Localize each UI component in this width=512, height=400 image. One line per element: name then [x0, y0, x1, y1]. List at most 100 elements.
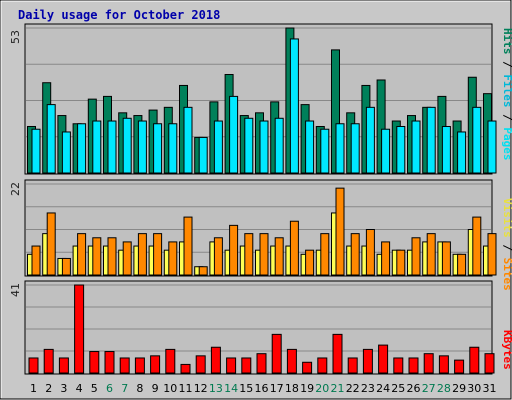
- x-label-day-18: 18: [285, 382, 299, 395]
- bar-kbytes-day-21: [332, 333, 343, 374]
- x-label-day-13: 13: [209, 382, 223, 395]
- bar-kbytes-day-30: [469, 346, 480, 374]
- bar-files-day-14: [229, 95, 239, 174]
- bar-files-day-31: [487, 120, 497, 174]
- bar-files-day-20: [320, 128, 330, 174]
- bar-kbytes-day-24: [378, 344, 389, 374]
- bar-kbytes-day-9: [150, 355, 161, 374]
- bar-files-day-7: [122, 117, 132, 174]
- x-label-day-25: 25: [391, 382, 405, 395]
- bar-kbytes-day-6: [104, 351, 115, 374]
- x-label-day-17: 17: [270, 382, 284, 395]
- bar-sites-day-6: [107, 237, 117, 276]
- x-label-day-15: 15: [239, 382, 253, 395]
- bar-sites-day-30: [472, 216, 482, 276]
- bar-sites-day-10: [168, 241, 178, 276]
- bar-kbytes-day-13: [210, 346, 221, 374]
- bar-sites-day-4: [77, 233, 87, 276]
- x-label-day-23: 23: [361, 382, 375, 395]
- x-label-day-9: 9: [152, 382, 159, 395]
- side-label-kbytes: KBytes: [501, 330, 512, 370]
- side-label-sites: Sites: [501, 258, 512, 291]
- bar-kbytes-day-8: [134, 357, 145, 374]
- bar-kbytes-day-12: [195, 355, 206, 374]
- bar-sites-day-9: [153, 233, 163, 276]
- x-label-day-19: 19: [300, 382, 314, 395]
- bar-files-day-4: [77, 123, 87, 174]
- bar-files-day-8: [137, 120, 147, 174]
- bar-sites-day-22: [350, 233, 360, 276]
- bar-files-day-18: [289, 38, 299, 174]
- x-label-day-20: 20: [315, 382, 329, 395]
- x-label-day-4: 4: [76, 382, 83, 395]
- x-label-day-12: 12: [194, 382, 208, 395]
- bar-sites-day-2: [46, 212, 56, 276]
- bar-sites-day-24: [381, 241, 391, 276]
- x-label-day-2: 2: [45, 382, 52, 395]
- bar-sites-day-1: [31, 245, 41, 276]
- bar-files-day-21: [335, 123, 345, 174]
- bar-kbytes-day-17: [271, 333, 282, 374]
- bar-sites-day-19: [305, 249, 315, 276]
- bar-files-day-12: [198, 136, 208, 174]
- ymax-label-kbytes-panel: 41: [9, 283, 22, 297]
- bar-sites-day-26: [411, 237, 421, 276]
- bar-sites-day-28: [441, 241, 451, 276]
- x-label-day-28: 28: [437, 382, 451, 395]
- bar-files-day-5: [92, 120, 102, 174]
- bar-sites-day-29: [457, 253, 467, 276]
- bar-files-day-9: [153, 123, 163, 174]
- bar-kbytes-day-23: [362, 348, 373, 374]
- bar-files-day-2: [46, 104, 56, 174]
- x-label-day-5: 5: [91, 382, 98, 395]
- side-label-hits: Hits: [501, 28, 512, 55]
- bar-sites-day-11: [183, 216, 193, 276]
- bar-sites-day-13: [213, 237, 223, 276]
- bar-sites-day-17: [274, 237, 284, 276]
- bar-files-day-24: [381, 128, 391, 174]
- bar-sites-day-16: [259, 233, 269, 276]
- bar-sites-day-15: [244, 233, 254, 276]
- bar-sites-day-21: [335, 187, 345, 276]
- x-label-day-31: 31: [483, 382, 497, 395]
- x-label-day-1: 1: [30, 382, 37, 395]
- x-label-day-11: 11: [179, 382, 193, 395]
- bar-files-day-15: [244, 117, 254, 174]
- bar-sites-day-27: [426, 233, 436, 276]
- x-label-day-14: 14: [224, 382, 238, 395]
- x-label-day-8: 8: [136, 382, 143, 395]
- bar-kbytes-day-19: [302, 361, 313, 374]
- bar-sites-day-3: [61, 257, 71, 276]
- bar-kbytes-day-31: [484, 353, 495, 374]
- x-label-day-26: 26: [407, 382, 421, 395]
- chart-title: Daily usage for October 2018: [18, 8, 220, 22]
- side-labels-sites-panel: Visits / Sites: [501, 198, 512, 291]
- bar-files-day-6: [107, 120, 117, 174]
- side-label-visits: Visits: [501, 198, 512, 238]
- bar-kbytes-day-11: [180, 363, 191, 374]
- bar-sites-day-31: [487, 233, 497, 276]
- x-label-day-29: 29: [452, 382, 466, 395]
- bar-kbytes-day-25: [393, 357, 404, 374]
- bar-kbytes-day-1: [28, 357, 39, 374]
- bar-kbytes-day-4: [74, 284, 85, 374]
- bar-kbytes-day-22: [347, 357, 358, 374]
- bar-sites-day-18: [289, 220, 299, 276]
- bar-sites-day-14: [229, 224, 239, 276]
- bar-files-day-29: [457, 131, 467, 174]
- x-label-day-3: 3: [60, 382, 67, 395]
- bar-kbytes-day-5: [89, 351, 100, 374]
- bar-sites-day-23: [365, 229, 375, 276]
- side-label-sep: /: [501, 108, 512, 128]
- bar-files-day-23: [365, 106, 375, 174]
- bar-kbytes-day-16: [256, 353, 267, 374]
- bar-sites-day-25: [396, 249, 406, 276]
- side-label-files: Files: [501, 74, 512, 107]
- bar-sites-day-8: [137, 233, 147, 276]
- bar-kbytes-day-14: [226, 357, 237, 374]
- bars: [27, 27, 497, 374]
- x-axis-labels: 1 2 3 4 5 6 7 8 9 10 11 12 13 14 15 16 17 18 19 20 21 22 23 24 2…: [30, 382, 497, 395]
- bar-files-day-10: [168, 123, 178, 174]
- bar-files-day-25: [396, 125, 406, 174]
